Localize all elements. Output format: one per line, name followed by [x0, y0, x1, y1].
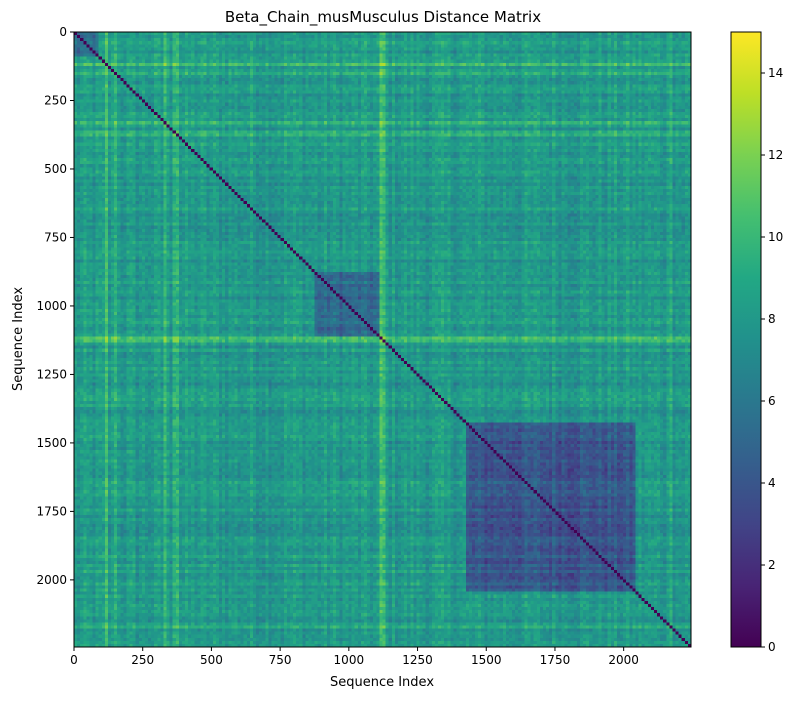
y-tick-label: 0 — [59, 25, 67, 39]
y-tick-label: 2000 — [36, 573, 67, 587]
colorbar-axis: 0 2 4 6 8 10 12 14 — [761, 66, 783, 654]
colorbar — [730, 31, 762, 648]
y-tick-label: 250 — [44, 93, 67, 107]
x-axis: 0 250 500 750 1000 1250 1500 1750 2000 — [70, 647, 639, 667]
colorbar-tick-label: 12 — [768, 148, 783, 162]
y-axis: 0 250 500 750 1000 1250 1500 1750 2000 — [36, 25, 74, 587]
y-tick-label: 1750 — [36, 504, 67, 518]
x-tick-label: 750 — [269, 653, 292, 667]
x-axis-label: Sequence Index — [330, 675, 434, 690]
x-tick-label: 0 — [70, 653, 78, 667]
colorbar-tick-label: 14 — [768, 66, 783, 80]
x-tick-label: 1750 — [540, 653, 571, 667]
colorbar-tick-label: 4 — [768, 476, 776, 490]
colorbar-tick-label: 8 — [768, 312, 776, 326]
x-tick-label: 1250 — [402, 653, 433, 667]
colorbar-tick-label: 2 — [768, 558, 776, 572]
x-tick-label: 1000 — [334, 653, 365, 667]
y-axis-label: Sequence Index — [11, 287, 26, 391]
heatmap — [74, 32, 691, 647]
y-tick-label: 750 — [44, 230, 67, 244]
heatmap-cells — [74, 32, 691, 647]
x-tick-label: 250 — [131, 653, 154, 667]
plot-frame — [73, 31, 692, 648]
y-tick-label: 1000 — [36, 299, 67, 313]
colorbar-tick-label: 0 — [768, 640, 776, 654]
x-tick-label: 1500 — [471, 653, 502, 667]
y-tick-label: 1500 — [36, 436, 67, 450]
y-tick-label: 1250 — [36, 367, 67, 381]
colorbar-tick-label: 10 — [768, 230, 783, 244]
y-tick-label: 500 — [44, 162, 67, 176]
x-tick-label: 2000 — [608, 653, 639, 667]
colorbar-tick-label: 6 — [768, 394, 776, 408]
x-tick-label: 500 — [200, 653, 223, 667]
chart-title: Beta_Chain_musMusculus Distance Matrix — [225, 8, 541, 27]
